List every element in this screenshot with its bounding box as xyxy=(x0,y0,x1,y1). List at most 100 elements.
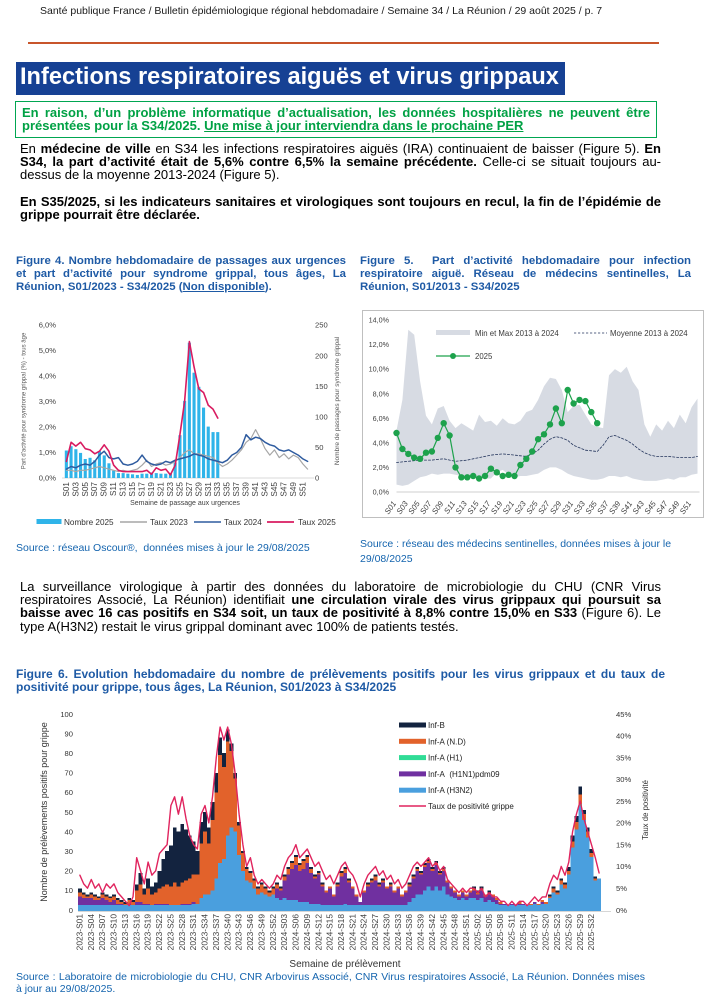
svg-text:250: 250 xyxy=(315,321,328,330)
svg-text:Nombre 2025: Nombre 2025 xyxy=(64,518,114,527)
svg-text:S23: S23 xyxy=(166,482,175,497)
svg-text:20%: 20% xyxy=(616,819,631,828)
svg-text:2023-S49: 2023-S49 xyxy=(256,914,266,951)
svg-text:6,0%: 6,0% xyxy=(39,321,57,330)
svg-text:Taux de positivité grippe: Taux de positivité grippe xyxy=(428,802,514,811)
svg-text:Taux 2025: Taux 2025 xyxy=(298,518,336,527)
svg-text:Inf-A (H3N2): Inf-A (H3N2) xyxy=(428,786,473,795)
svg-text:10,0%: 10,0% xyxy=(369,365,390,374)
svg-text:50: 50 xyxy=(315,443,323,452)
svg-text:2024-S51: 2024-S51 xyxy=(461,914,471,951)
svg-text:S37: S37 xyxy=(232,482,241,497)
svg-text:2024-S27: 2024-S27 xyxy=(370,914,380,951)
svg-text:2023-S34: 2023-S34 xyxy=(200,914,210,951)
svg-text:2025-S11: 2025-S11 xyxy=(507,914,517,950)
svg-text:Semaine de passage aux urgence: Semaine de passage aux urgences xyxy=(130,500,240,507)
svg-text:S41: S41 xyxy=(251,482,260,497)
svg-text:S43: S43 xyxy=(261,482,270,497)
svg-text:2025-S29: 2025-S29 xyxy=(575,914,585,951)
svg-text:10: 10 xyxy=(65,886,73,895)
svg-text:2024-S18: 2024-S18 xyxy=(336,914,346,951)
svg-text:Nombre de prélèvements positif: Nombre de prélèvements positifs pour gri… xyxy=(39,722,49,902)
svg-text:8,0%: 8,0% xyxy=(373,389,390,398)
svg-text:2023-S28: 2023-S28 xyxy=(177,914,187,951)
svg-text:0: 0 xyxy=(69,906,73,915)
svg-text:S01: S01 xyxy=(62,482,71,497)
svg-text:2025-S20: 2025-S20 xyxy=(541,914,551,951)
svg-text:20: 20 xyxy=(65,867,73,876)
svg-text:S25: S25 xyxy=(175,482,184,497)
svg-text:5,0%: 5,0% xyxy=(39,346,57,355)
svg-text:3,0%: 3,0% xyxy=(39,397,57,406)
svg-text:Inf-B: Inf-B xyxy=(428,721,445,730)
svg-text:S15: S15 xyxy=(128,482,137,497)
svg-text:Inf-A (H1): Inf-A (H1) xyxy=(428,754,463,763)
svg-text:S11: S11 xyxy=(109,482,118,496)
svg-text:Inf-A (N.D): Inf-A (N.D) xyxy=(428,737,466,746)
svg-text:Taux de positivité: Taux de positivité xyxy=(641,780,650,840)
svg-text:2023-S40: 2023-S40 xyxy=(222,914,232,951)
svg-text:100: 100 xyxy=(60,710,73,719)
svg-text:50: 50 xyxy=(65,808,73,817)
svg-text:5%: 5% xyxy=(616,884,627,893)
svg-text:60: 60 xyxy=(65,788,73,797)
svg-text:Taux 2023: Taux 2023 xyxy=(150,518,188,527)
svg-text:2024-S21: 2024-S21 xyxy=(347,914,357,951)
svg-text:S17: S17 xyxy=(138,482,147,497)
svg-text:2023-S46: 2023-S46 xyxy=(245,914,255,951)
svg-text:6,0%: 6,0% xyxy=(373,414,390,423)
svg-text:2023-S04: 2023-S04 xyxy=(86,914,96,951)
svg-text:2023-S01: 2023-S01 xyxy=(75,914,85,951)
svg-text:2024-S36: 2024-S36 xyxy=(404,914,414,951)
svg-text:45%: 45% xyxy=(616,710,631,719)
svg-text:2024-S03: 2024-S03 xyxy=(279,914,289,951)
svg-text:40: 40 xyxy=(65,827,73,836)
svg-text:0,0%: 0,0% xyxy=(39,474,57,483)
svg-text:30: 30 xyxy=(65,847,73,856)
svg-text:2025-S23: 2025-S23 xyxy=(552,914,562,951)
svg-text:2023-S31: 2023-S31 xyxy=(188,914,198,951)
svg-text:2024-S06: 2024-S06 xyxy=(291,914,301,951)
svg-text:S07: S07 xyxy=(90,482,99,497)
svg-text:2,0%: 2,0% xyxy=(39,423,57,432)
svg-text:10%: 10% xyxy=(616,862,631,871)
svg-text:S29: S29 xyxy=(194,482,203,497)
svg-text:40%: 40% xyxy=(616,732,631,741)
svg-text:2025-S26: 2025-S26 xyxy=(563,914,573,951)
svg-text:2024-S42: 2024-S42 xyxy=(427,914,437,951)
svg-text:Nombre de passages pour syndro: Nombre de passages pour syndrome grippal xyxy=(334,336,341,465)
svg-text:2024-S48: 2024-S48 xyxy=(450,914,460,951)
svg-text:2024-S24: 2024-S24 xyxy=(359,914,369,951)
svg-text:200: 200 xyxy=(315,351,328,360)
svg-text:2025-S14: 2025-S14 xyxy=(518,914,528,951)
svg-text:14,0%: 14,0% xyxy=(369,316,390,325)
svg-text:15%: 15% xyxy=(616,841,631,850)
svg-text:Taux 2024: Taux 2024 xyxy=(224,518,262,527)
svg-text:S33: S33 xyxy=(213,482,222,497)
svg-text:2024-S39: 2024-S39 xyxy=(416,914,426,951)
svg-text:S31: S31 xyxy=(204,482,213,497)
svg-text:2024-S09: 2024-S09 xyxy=(302,914,312,951)
svg-text:2025-S17: 2025-S17 xyxy=(529,914,539,951)
svg-text:0%: 0% xyxy=(616,906,627,915)
svg-text:2023-S16: 2023-S16 xyxy=(131,914,141,951)
svg-text:S47: S47 xyxy=(280,482,289,497)
svg-text:2,0%: 2,0% xyxy=(373,463,390,472)
svg-text:30%: 30% xyxy=(616,775,631,784)
svg-text:2024-S12: 2024-S12 xyxy=(313,914,323,951)
svg-text:2023-S07: 2023-S07 xyxy=(97,914,107,951)
svg-text:150: 150 xyxy=(315,382,328,391)
svg-text:2025-S32: 2025-S32 xyxy=(586,914,596,951)
svg-text:0,0%: 0,0% xyxy=(373,488,390,497)
svg-text:S05: S05 xyxy=(81,482,90,497)
svg-text:S27: S27 xyxy=(185,482,194,497)
svg-text:S35: S35 xyxy=(223,482,232,497)
svg-text:90: 90 xyxy=(65,729,73,738)
svg-text:2024-S33: 2024-S33 xyxy=(393,914,403,951)
svg-text:S09: S09 xyxy=(100,482,109,497)
svg-text:4,0%: 4,0% xyxy=(39,372,57,381)
svg-text:2025-S02: 2025-S02 xyxy=(472,914,482,951)
svg-text:Semaine de prélèvement: Semaine de prélèvement xyxy=(289,959,400,970)
svg-text:4,0%: 4,0% xyxy=(373,439,390,448)
svg-text:Moyenne 2013 à 2024: Moyenne 2013 à 2024 xyxy=(610,329,688,338)
